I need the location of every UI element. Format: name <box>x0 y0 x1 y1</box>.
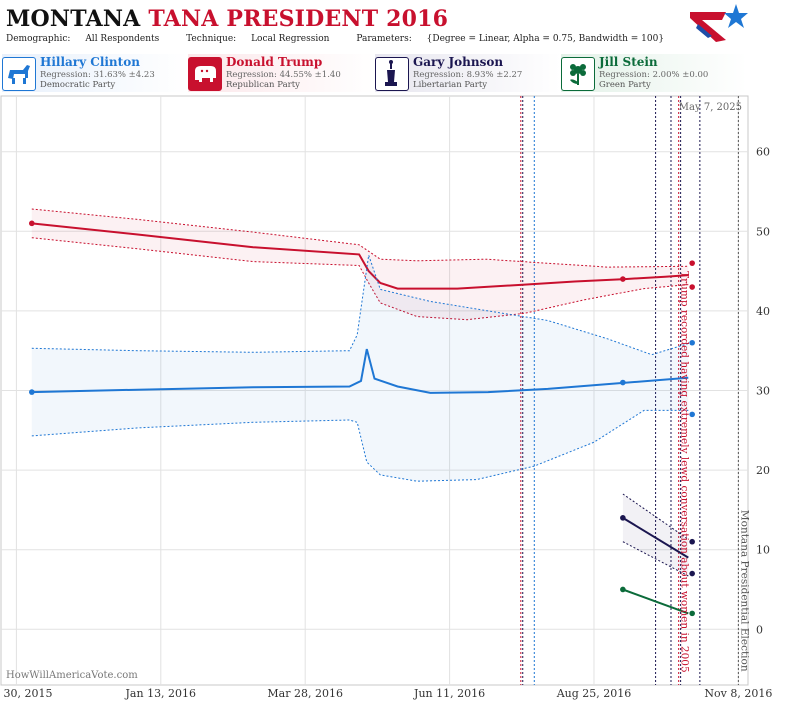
site-logo-icon <box>690 4 748 42</box>
legend-name-clinton: Hillary Clinton <box>40 55 140 69</box>
demographic-info: Demographic: All Respondents <box>6 34 160 44</box>
hillary-clinton-data-point <box>29 389 35 395</box>
y-tick-label: 10 <box>756 544 770 557</box>
x-tick-label: Nov 8, 2016 <box>704 687 772 700</box>
hillary-clinton-upper-bound <box>31 255 689 356</box>
series-layer <box>29 208 695 617</box>
x-tick-label: Oct 30, 2015 <box>0 687 52 700</box>
page-title: MONTANA TANA PRESIDENT 2016 <box>6 6 449 32</box>
donald-trump-band <box>31 209 689 320</box>
gary-johnson-upper-bound <box>622 493 689 540</box>
legend-regression-johnson: Regression: 8.93% ±2.27 <box>413 70 523 80</box>
donald-trump-data-point <box>29 220 35 227</box>
gary-johnson-data-point <box>689 538 695 545</box>
legend-party-johnson: Libertarian Party <box>413 80 488 90</box>
legend-regression-clinton: Regression: 31.63% ±4.23 <box>40 70 155 80</box>
y-tick-label: 60 <box>756 146 770 159</box>
legend-regression-trump: Regression: 44.55% ±1.40 <box>226 70 341 80</box>
donald-trump-upper-bound <box>31 208 689 268</box>
hillary-clinton-data-point <box>689 411 695 418</box>
donald-trump-data-point <box>620 276 626 282</box>
legend-party-trump: Republican Party <box>226 80 300 90</box>
legend-party-clinton: Democratic Party <box>40 80 116 90</box>
hillary-clinton-lower-bound <box>31 409 689 482</box>
x-tick-label: Jan 13, 2016 <box>125 687 197 700</box>
legend-name-trump: Donald Trump <box>226 55 323 69</box>
x-tick-label: Aug 25, 2016 <box>556 687 632 700</box>
y-tick-label: 0 <box>756 623 763 636</box>
technique-info: Technique: Local Regression <box>186 34 330 44</box>
y-tick-label: 20 <box>756 464 770 477</box>
watermark: HowWillAmericaVote.com <box>6 670 138 681</box>
legend-name-stein: Jill Stein <box>599 55 658 69</box>
jill-stein-trend-line <box>622 588 689 615</box>
jill-stein-data-point <box>689 610 695 617</box>
elephant-icon <box>188 57 222 91</box>
jill-stein-data-point <box>620 586 626 593</box>
hillary-clinton-data-point <box>689 339 695 346</box>
parameters-info: Parameters: {Degree = Linear, Alpha = 0.… <box>356 34 665 44</box>
x-tick-label: Mar 28, 2016 <box>267 687 343 700</box>
legend-item-trump[interactable]: Donald Trump Regression: 44.55% ±1.40 Re… <box>188 54 374 92</box>
donkey-icon <box>2 57 36 91</box>
y-tick-label: 30 <box>756 385 770 398</box>
gary-johnson-data-point <box>689 570 695 577</box>
flower-icon <box>561 57 595 91</box>
gary-johnson-lower-bound <box>622 541 689 577</box>
event-annotation: Trump recorded having extremely lewd con… <box>679 271 691 673</box>
liberty-statue-icon <box>375 57 409 91</box>
donald-trump-data-point <box>689 284 695 290</box>
gary-johnson-trend-line <box>622 517 689 559</box>
parameters-bar: Demographic: All Respondents Technique: … <box>6 34 688 44</box>
donald-trump-data-point <box>689 260 695 266</box>
legend-item-clinton[interactable]: Hillary Clinton Regression: 31.63% ±4.23… <box>2 54 188 92</box>
legend-item-johnson[interactable]: Gary Johnson Regression: 8.93% ±2.27 Lib… <box>375 54 561 92</box>
election-annotation: Montana Presidential Election <box>738 510 750 672</box>
date-stamp: May 7, 2025 <box>679 102 742 113</box>
legend-regression-stein: Regression: 2.00% ±0.00 <box>599 70 709 80</box>
gridlines <box>1 96 748 685</box>
gary-johnson-band <box>622 494 689 576</box>
y-tick-label: 50 <box>756 225 770 238</box>
legend-item-stein[interactable]: Jill Stein Regression: 2.00% ±0.00 Green… <box>561 54 747 92</box>
hillary-clinton-trend-line <box>31 348 689 394</box>
y-tick-label: 40 <box>756 305 770 318</box>
x-tick-label: Jun 11, 2016 <box>413 687 485 700</box>
legend-name-johnson: Gary Johnson <box>413 55 504 69</box>
gary-johnson-data-point <box>620 515 626 521</box>
legend-party-stein: Green Party <box>599 80 651 90</box>
axis-labels: 0 10 20 30 40 50 60 Oct 30, 2015 Jan 13, 2016 Mar… <box>0 146 772 700</box>
hillary-clinton-data-point <box>620 379 626 386</box>
